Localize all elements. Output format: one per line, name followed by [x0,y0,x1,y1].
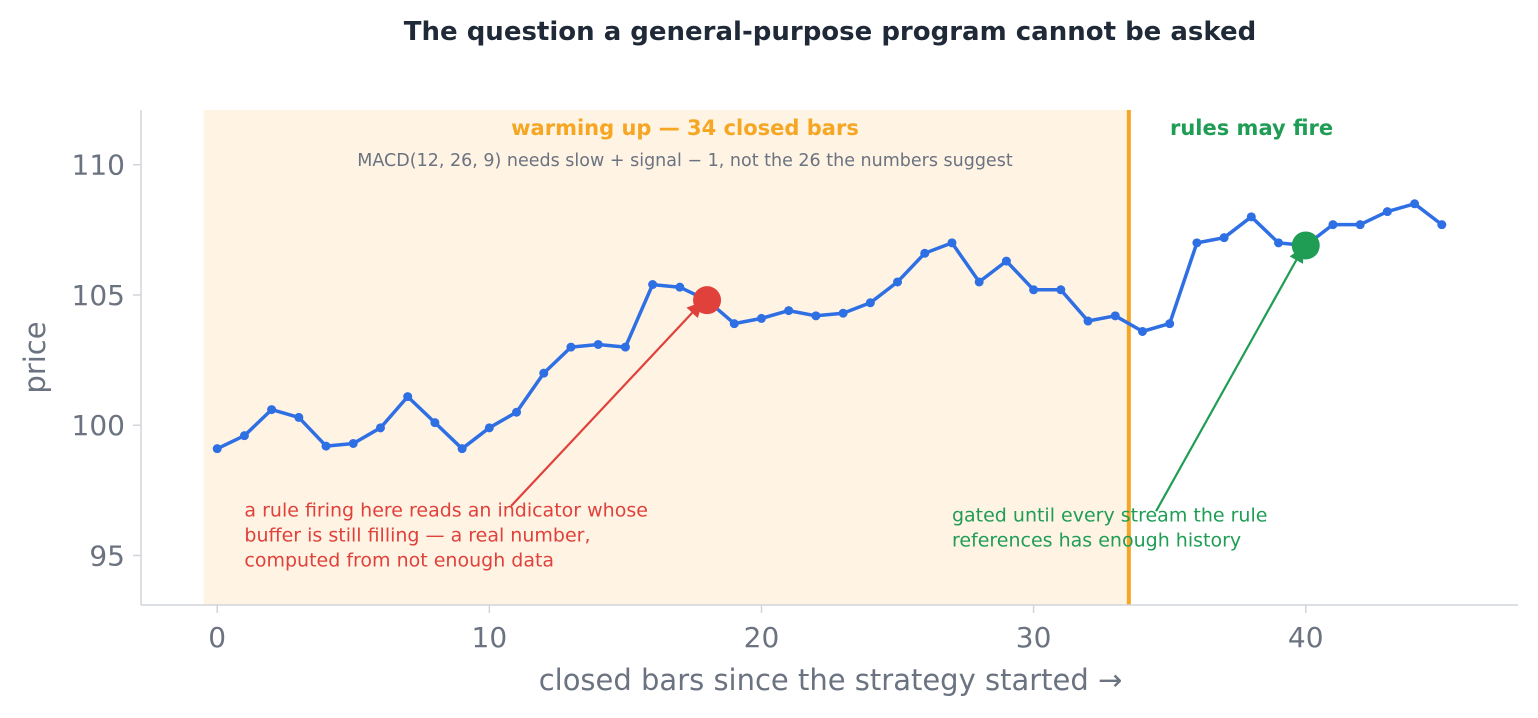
x-tick-label: 0 [208,621,226,654]
data-point [403,392,413,402]
data-point [784,306,794,316]
data-point [239,431,249,441]
data-point [294,412,304,422]
x-tick-label: 10 [472,621,508,654]
warmup-subtitle: MACD(12, 26, 9) needs slow + signal − 1,… [357,151,1013,171]
data-point [675,282,685,292]
data-point [1110,311,1120,321]
y-tick-label: 100 [72,409,125,442]
warmup-band [203,110,1129,605]
annotations: a rule firing here reads an indicator wh… [244,246,1304,571]
data-point [1137,326,1147,336]
x-tick-label: 20 [744,621,780,654]
data-point [974,277,984,287]
data-point [729,319,739,329]
data-point [893,277,903,287]
data-point [593,339,603,349]
data-point [430,418,440,428]
data-point [1437,220,1447,230]
early-annotation-text: a rule firing here reads an indicator wh… [244,499,648,521]
y-tick-label: 105 [72,279,125,312]
data-point [375,423,385,433]
early-annotation-text: buffer is still filling — a real number, [244,524,590,546]
gated-annotation-arrow [1155,246,1304,512]
y-axis-label: price [18,321,52,393]
chart-title: The question a general-purpose program c… [404,17,1256,47]
data-point [457,444,467,454]
data-point [539,368,549,378]
gated-annotation-text: gated until every stream the rule [952,505,1267,527]
data-point [620,342,630,352]
data-point [1355,220,1365,230]
data-point [1029,285,1039,295]
data-point [947,238,957,248]
data-point [566,342,576,352]
y-tick-label: 110 [72,149,125,182]
early-annotation-arrow [510,301,703,507]
data-point [1083,316,1093,326]
y-tick-label: 95 [89,540,125,573]
data-point [1219,233,1229,243]
highlight-markers [693,231,1320,315]
data-point [1382,207,1392,217]
x-axis-label: closed bars since the strategy started → [539,663,1123,697]
gated-annotation-text: references has enough history [952,530,1241,552]
data-point [484,423,494,433]
x-tick-label: 30 [1016,621,1052,654]
data-point [920,248,930,258]
data-point [267,405,277,415]
data-point [321,441,331,451]
data-point [648,280,658,290]
data-point [1165,319,1175,329]
ready-title: rules may fire [1170,116,1333,140]
data-point [1056,285,1066,295]
data-point [1328,220,1338,230]
data-point [212,444,222,454]
early-annotation-text: computed from not enough data [244,549,554,571]
data-point [865,298,875,308]
gated-fire-marker [1291,231,1320,260]
warmup-title: warming up — 34 closed bars [511,116,859,140]
data-point [1192,238,1202,248]
early-fire-marker [693,286,722,315]
data-point [512,407,522,417]
x-ticks: 0 10 20 30 40 [208,605,1324,654]
data-point [1410,199,1420,209]
data-point [1274,238,1284,248]
y-ticks: 95 100 105 110 [72,149,141,573]
data-point [756,313,766,323]
data-point [348,438,358,448]
price-series-line [216,202,1443,451]
data-point [1246,212,1256,222]
data-point [838,308,848,318]
data-point [1001,256,1011,266]
x-tick-label: 40 [1288,621,1324,654]
data-point [811,311,821,321]
